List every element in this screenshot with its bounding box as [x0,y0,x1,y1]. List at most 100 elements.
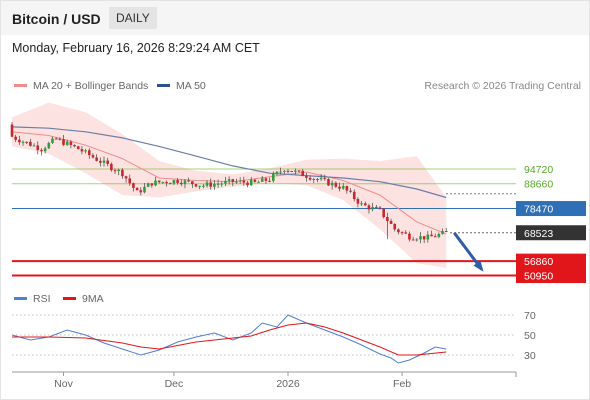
candle-body [36,145,40,151]
candle-body [235,181,238,183]
candle-body [441,231,444,234]
candle-body [393,223,397,230]
price-label-94720: 94720 [524,164,553,176]
candle-body [110,163,113,171]
candle-body [316,178,319,180]
candle-body [279,171,282,173]
candle-body [124,176,128,179]
candle-body [32,145,36,147]
candle-body [205,182,209,186]
candle-body [227,179,231,181]
candle-body [69,141,73,145]
price-label-56860: 56860 [516,253,586,269]
candle-body [327,178,330,186]
candle-body [168,183,172,185]
candle-body [51,138,54,143]
candle-body [87,150,91,156]
candle-body [220,183,224,185]
rsi-tick-70: 70 [524,310,536,322]
candle-body [191,181,194,185]
candle-body [290,171,293,173]
candle-body [433,236,437,238]
candle-body [275,171,279,175]
x-tick-label-2026: 2026 [276,378,300,390]
legend-rsi-label: RSI [33,293,51,305]
price-label-50950: 50950 [516,268,586,284]
price-label-78470: 78470 [516,201,586,217]
price-label-88660: 88660 [524,179,553,191]
candle-body [411,239,415,241]
candle-body [25,141,29,143]
candle-body [397,229,400,233]
legend-ma50-label: MA 50 [176,80,206,92]
candle-body [246,182,249,186]
price-label-box [516,225,586,241]
candle-body [437,233,441,237]
candle-body [294,170,297,172]
candle-body [242,180,246,183]
candle-body [389,220,393,224]
legend-9ma-label: 9MA [82,293,104,305]
candle-body [139,190,143,193]
candle-body [312,178,316,180]
price-label-text: 78470 [524,204,553,216]
candle-body [128,178,132,184]
candle-body [43,148,47,152]
candle-body [187,180,190,182]
candle-body [408,233,411,240]
price-label-text: 50950 [524,271,553,283]
research-credit: Research © 2026 Trading Central [424,80,581,92]
price-label-box [516,201,586,217]
candle-body [301,170,305,177]
candle-body [146,183,150,187]
forecast-arrow-head [473,260,484,272]
candle-body [419,236,422,240]
candle-body [422,236,426,240]
candle-body [80,149,84,152]
legend-9ma: 9MA [63,293,104,305]
candle-body [338,186,341,189]
rsi-swatch [14,296,27,300]
price-label-68523: 68523 [516,225,586,241]
price-label-text: 88660 [524,179,553,191]
candle-body [121,169,124,177]
candle-body [54,138,58,140]
candle-body [415,239,419,241]
candle-body [378,207,382,209]
x-tick-label-Nov: Nov [54,378,73,390]
candle-body [161,181,165,183]
legend-bollinger: MA 20 + Bollinger Bands [14,80,148,92]
chart-header: Bitcoin / USD DAILY [1,1,589,35]
candle-body [216,183,220,185]
candle-body [319,178,323,180]
candle-body [58,138,62,140]
candle-body [62,139,65,145]
candle-body [323,178,327,180]
candle-body [268,180,271,182]
timeframe-badge[interactable]: DAILY [109,7,157,29]
price-label-text: 94720 [524,164,553,176]
ma50-line [11,126,447,199]
candle-body [176,180,179,183]
candle-body [21,141,25,143]
x-tick-label-Feb: Feb [393,378,411,390]
candle-body [194,184,198,187]
rsi-tick-50: 50 [524,330,536,342]
candle-body [143,186,146,193]
rsi-ma-swatch [63,296,76,300]
rsi-9ma-line [12,322,447,356]
candle-body [99,160,102,163]
candle-body [154,180,157,186]
candle-body [40,150,43,152]
candle-body [76,146,80,150]
candle-body [113,170,117,172]
price-label-text: 56860 [524,256,553,268]
candle-body [198,185,201,187]
candle-body [382,208,385,218]
candle-body [117,169,121,172]
candle-body [18,139,21,143]
rsi-line [11,314,447,364]
candle-body [260,178,264,182]
candle-body [84,150,87,152]
candle-body [330,182,334,186]
